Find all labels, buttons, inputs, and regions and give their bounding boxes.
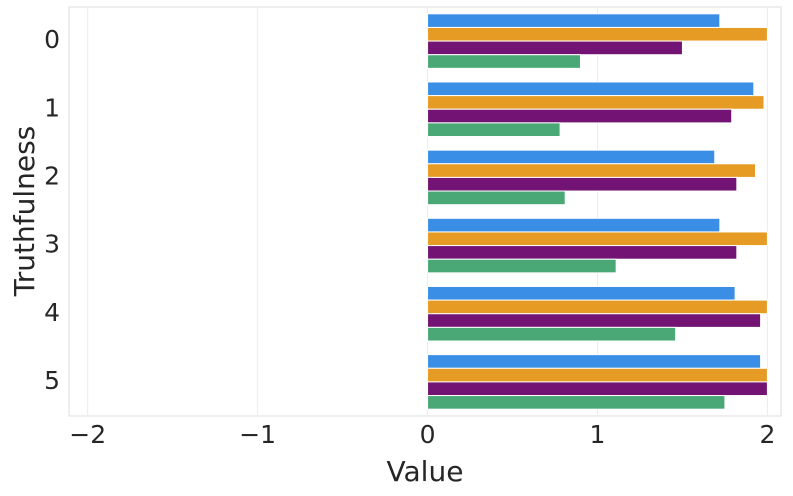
bar xyxy=(427,245,738,260)
bar xyxy=(427,108,733,124)
bar xyxy=(427,285,736,301)
bar xyxy=(427,381,768,397)
bar xyxy=(427,176,738,192)
bar xyxy=(427,326,677,342)
bar xyxy=(427,163,757,178)
bar xyxy=(427,354,762,369)
bar xyxy=(427,95,765,110)
y-axis-label: Truthfulness xyxy=(8,126,41,298)
bar xyxy=(427,122,561,138)
x-tick-label: 0 xyxy=(420,420,436,449)
bar xyxy=(427,258,617,274)
y-tick-label: 0 xyxy=(44,25,60,54)
x-tick-label: −2 xyxy=(69,420,106,449)
x-axis-label: Value xyxy=(387,455,464,488)
y-tick-label: 3 xyxy=(44,230,60,259)
bar xyxy=(427,190,566,206)
bar xyxy=(427,231,768,247)
bar xyxy=(427,395,726,410)
x-tick-label: −1 xyxy=(239,420,276,449)
y-tick-label: 4 xyxy=(44,298,60,327)
bar xyxy=(427,367,768,383)
x-tick-label: 1 xyxy=(590,420,606,449)
y-tick-label: 5 xyxy=(44,366,60,395)
bar xyxy=(427,26,768,42)
bar xyxy=(427,313,762,328)
bar xyxy=(427,217,721,233)
plot-frame xyxy=(68,6,782,417)
bar xyxy=(427,81,755,97)
y-tick-label: 1 xyxy=(44,93,60,122)
bar xyxy=(427,13,721,28)
bar xyxy=(427,40,683,56)
y-tick-label: 2 xyxy=(44,161,60,190)
bar xyxy=(427,54,581,69)
bar xyxy=(427,299,768,315)
x-tick-label: 2 xyxy=(759,420,775,449)
bar xyxy=(427,149,716,165)
